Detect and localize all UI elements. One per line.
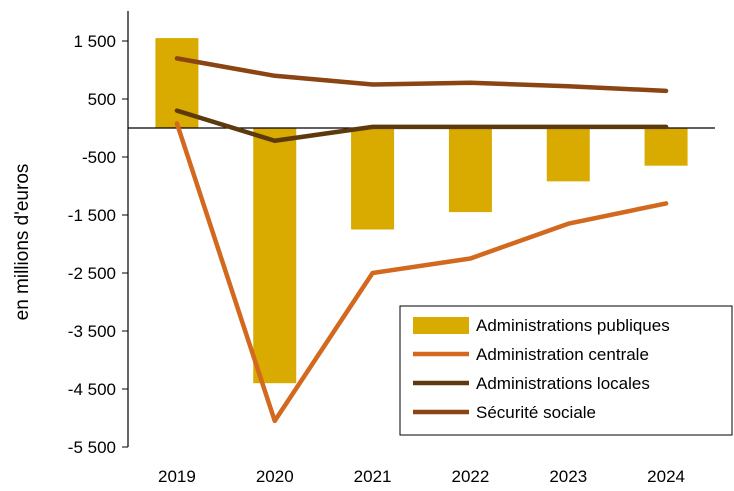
y-tick-label: 500 <box>88 90 116 109</box>
legend-label: Administrations publiques <box>476 316 670 335</box>
y-tick-label: -3 500 <box>68 322 116 341</box>
bar-2020 <box>253 128 297 384</box>
legend-label: Administrations locales <box>476 374 650 393</box>
x-tick-label: 2020 <box>256 467 294 486</box>
x-tick-label: 2021 <box>354 467 392 486</box>
line-administrations-locales <box>174 108 669 144</box>
x-tick-label: 2019 <box>158 467 196 486</box>
bar-series <box>155 38 688 384</box>
legend-swatch <box>413 317 469 334</box>
x-tick-label: 2023 <box>549 467 587 486</box>
legend-label: Administration centrale <box>476 345 649 364</box>
line-administration-centrale <box>174 121 669 424</box>
y-tick-label: -5 500 <box>68 438 116 457</box>
line-s-curit-sociale <box>174 56 669 94</box>
line-series <box>174 56 669 424</box>
y-axis-ticks: 1 500 500 -500 -1 500 -2 500 -3 500 -4 500 -5 5… <box>68 32 128 457</box>
bar-2021 <box>351 128 395 230</box>
legend-label: Sécurité sociale <box>476 403 596 422</box>
y-tick-label: -2 500 <box>68 264 116 283</box>
y-tick-label: -4 500 <box>68 380 116 399</box>
bar-2023 <box>546 128 590 182</box>
bar-2022 <box>448 128 492 213</box>
y-tick-label: 1 500 <box>73 32 116 51</box>
legend: Administrations publiques Administration … <box>399 305 733 436</box>
y-axis-label: en millions d'euros <box>12 164 33 321</box>
x-tick-label: 2022 <box>452 467 490 486</box>
x-axis-ticks: 2019 2020 2021 2022 2023 2024 <box>158 467 685 486</box>
bar-2024 <box>644 128 688 166</box>
x-tick-label: 2024 <box>647 467 685 486</box>
y-tick-label: -1 500 <box>68 206 116 225</box>
y-tick-label: -500 <box>82 148 116 167</box>
